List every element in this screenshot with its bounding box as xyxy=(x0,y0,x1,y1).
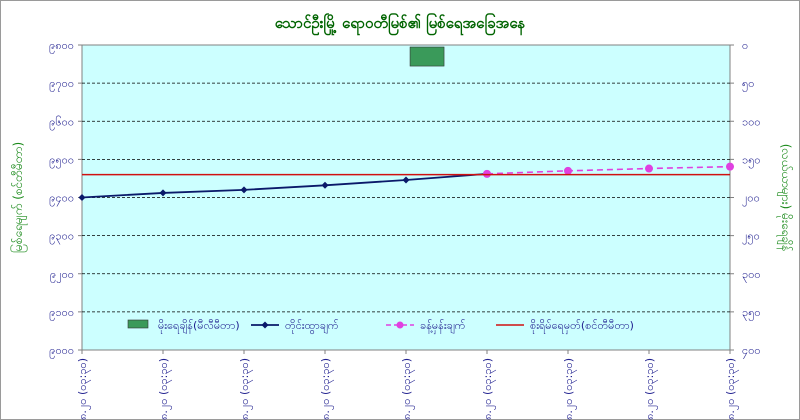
right-tick-label: ၁၅၀ xyxy=(742,153,761,168)
forecast-point xyxy=(726,162,734,171)
observed-series-line xyxy=(81,172,488,199)
right-tick-label: ၀ xyxy=(742,39,748,52)
left-tick-label: ၉၆၀၀ xyxy=(49,115,74,130)
x-tick-label: ၂၈.၈.၂၀ (၀၃:၃၀) xyxy=(724,358,739,420)
forecast-series-line xyxy=(486,165,731,175)
x-tick-label: ၂၁.၈.၂၀ (၀၃:၃၀) xyxy=(157,358,172,420)
observed-point xyxy=(402,176,410,184)
x-tick-label: ၂၄.၈.၂၀ (၀၃:၃၀) xyxy=(400,358,415,420)
left-tick-label: ၉၀၀၀ xyxy=(49,344,74,359)
right-tick-label: ၁၀၀ xyxy=(742,115,761,128)
chart-legend: မိုးရေချိန်(မီလီမီတာ) တိုင်းထွာချက် ခန့်မှ… xyxy=(127,319,634,334)
legend-swatch-observed-marker xyxy=(261,321,269,329)
x-tick-label: ၂၃.၈.၂၀ (၀၃:၃၀) xyxy=(319,358,334,420)
x-tick-label: ၂၂.၈.၂၀ (၀၃:၃၀) xyxy=(238,358,253,420)
legend-swatch-rainfall xyxy=(127,319,149,329)
legend-swatch-forecast-marker xyxy=(396,321,404,329)
legend-label: မိုးရေချိန်(မီလီမီတာ) xyxy=(158,319,240,334)
legend-label: ခန့်မှန်းချက် xyxy=(420,319,466,334)
right-tick-label: ၃၅၀ xyxy=(742,306,761,321)
left-tick-label: ၉၇၀၀ xyxy=(49,77,74,92)
right-tick-label: ၂၀၀ xyxy=(742,192,760,207)
observed-point xyxy=(240,186,248,194)
y-axis-left-label: မြစ်ရေမျက် (စင်တီမီတာ) xyxy=(9,142,28,253)
left-tick-label: ၉၈၀၀ xyxy=(49,39,74,54)
x-tick-label: ၁၅.၈.၂၀ (၀၃:၃၀) xyxy=(76,358,91,420)
right-tick-label: ၄၀၀ xyxy=(742,344,761,359)
left-tick-label: ၉၃၀၀ xyxy=(49,230,74,245)
x-tick-label: ၂၆.၈.၂၀ (၀၃:၃၀) xyxy=(562,358,577,420)
observed-point xyxy=(159,189,167,197)
forecast-point xyxy=(564,166,572,175)
right-tick-label: ၂၅၀ xyxy=(742,230,760,245)
x-tick-label: ၂၇.၈.၂၀ (၀၃:၃၀) xyxy=(643,358,658,420)
x-axis-ticks: ၁၅.၈.၂၀ (၀၃:၃၀) ၂၁.၈.၂၀ (၀၃:၃၀) ၂၂.၈.၂၀ (၀… xyxy=(76,350,739,420)
left-tick-label: ၉၂၀၀ xyxy=(50,268,74,283)
left-tick-label: ၉၄၀၀ xyxy=(49,192,74,207)
chart-marks xyxy=(78,46,734,201)
observed-point xyxy=(321,181,329,189)
observed-point xyxy=(78,194,86,201)
left-axis-ticks: ၉၀၀၀ ၉၁၀၀ ၉၂၀၀ ၉၃၀၀ ၉၄၀၀ ၉၅၀၀ ၉၆၀၀ ၉၇၀၀ ၉၈၀၀ xyxy=(49,39,82,359)
grid-lines xyxy=(82,82,730,313)
x-tick-label: ၂၅.၈.၂၀ (၀၃:၃၀) xyxy=(481,358,496,420)
forecast-point xyxy=(645,164,653,173)
legend-label: တိုင်းထွာချက် xyxy=(285,319,339,334)
y-axis-right-label: (လယ်ယာများ) မိုးရေချိန် xyxy=(776,144,794,252)
left-tick-label: ၉၁၀၀ xyxy=(49,306,74,321)
legend-label: စိုးရိမ်ရေမှတ်(စင်တီမီတာ) xyxy=(530,319,634,334)
rainfall-bar xyxy=(409,46,445,67)
left-tick-label: ၉၅၀၀ xyxy=(49,153,74,168)
right-tick-label: ၃၀၀ xyxy=(742,268,761,283)
right-tick-label: ၅၀ xyxy=(742,77,754,92)
chart-title: သောင်ဦးမြို့ ရောဝတီမြစ်၏ မြစ်ရေအခြေအနေ xyxy=(275,12,526,36)
